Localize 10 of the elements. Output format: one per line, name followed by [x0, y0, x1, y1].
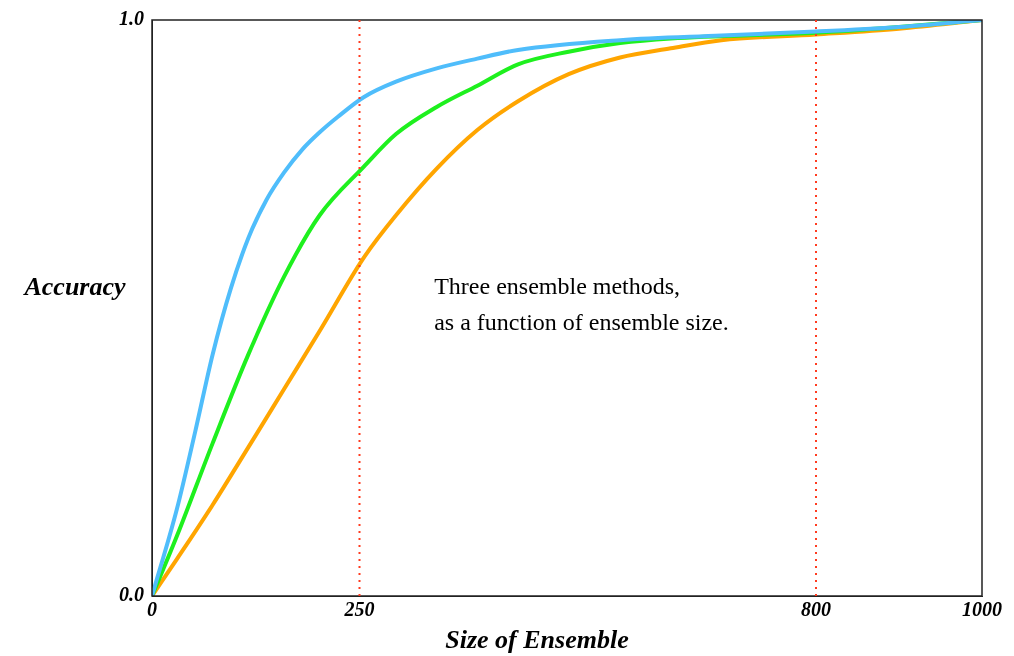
x-tick-label: 250: [343, 598, 375, 621]
y-tick-label: 0.0: [119, 583, 144, 606]
x-tick-label: 800: [801, 598, 831, 621]
x-axis-title: Size of Ensemble: [445, 624, 629, 654]
y-axis-title: Accuracy: [22, 271, 126, 301]
y-tick-label: 1.0: [119, 7, 144, 30]
x-tick-label: 0: [147, 598, 157, 621]
annotation: Three ensemble methods, as a function of ensemble size.: [434, 273, 729, 336]
x-tick-label: 1000: [962, 598, 1002, 621]
line-series: [152, 20, 982, 596]
